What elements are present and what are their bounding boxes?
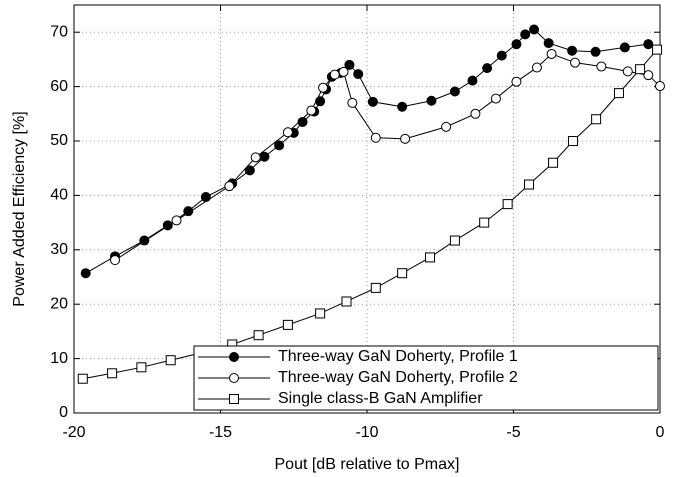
marker [643,70,654,81]
legend-marker [229,352,239,362]
series-line [114,53,661,261]
x-tick-label: -10 [355,424,378,441]
marker [590,46,601,57]
marker [367,96,378,107]
marker [200,192,211,203]
marker [282,319,293,330]
marker [652,44,663,55]
marker [353,69,364,80]
marker [511,76,522,87]
marker [315,308,326,319]
marker [643,39,654,50]
marker [531,62,542,73]
plot-frame [73,4,661,414]
marker [591,114,602,125]
marker [467,75,478,86]
marker [110,255,121,266]
marker [479,217,490,228]
legend-label: Three-way GaN Doherty, Profile 2 [278,369,518,386]
marker [424,252,435,263]
marker [567,45,578,56]
legend: Three-way GaN Doherty, Profile 1 Three-wa… [193,345,659,411]
y-tick-label: 70 [50,23,68,40]
marker [347,97,358,108]
y-tick-label: 20 [50,295,68,312]
x-tick-label: -15 [209,424,232,441]
x-tick-label: -20 [62,424,85,441]
legend-marker [229,394,239,404]
marker [306,105,317,116]
marker [524,179,535,190]
marker [297,116,308,127]
x-tick-label: 0 [656,424,665,441]
marker [622,66,633,77]
x-axis-label: Pout [dB relative to Pmax] [275,456,460,473]
marker [482,63,493,74]
y-tick-label: 30 [50,241,68,258]
legend-marker [229,373,239,383]
marker [282,127,293,138]
x-tick-label: -5 [506,424,520,441]
legend-label: Three-way GaN Doherty, Profile 1 [278,348,518,365]
marker [136,362,147,373]
marker [338,66,349,77]
marker [613,88,624,99]
marker [370,282,381,293]
marker [619,42,630,53]
marker [441,121,452,132]
marker [171,215,182,226]
y-axis-label: Power Added Efficiency [%] [11,111,28,306]
y-tick-label: 10 [50,350,68,367]
marker [244,165,255,176]
marker [183,206,194,217]
y-tick-label: 40 [50,187,68,204]
marker [107,368,118,379]
marker [400,133,411,144]
marker [165,355,176,366]
marker [250,152,261,163]
marker [511,39,522,50]
marker [77,373,88,384]
marker [344,59,355,70]
marker [655,81,665,92]
y-tick-label: 0 [59,404,68,421]
marker [370,132,381,143]
marker [567,136,578,146]
marker [543,38,554,49]
y-tick-label: 50 [50,132,68,149]
marker [520,29,531,40]
marker [570,57,581,68]
marker [596,61,607,72]
marker [496,50,507,61]
marker [397,101,408,112]
marker [635,64,646,75]
y-tick-label: 60 [50,78,68,95]
marker [329,69,340,80]
marker [259,151,270,162]
marker [529,24,540,35]
marker [253,330,264,341]
marker [318,82,329,93]
legend-box [193,345,659,411]
marker [449,86,460,97]
marker [274,140,285,151]
marker [548,157,559,168]
marker [449,235,460,246]
marker [341,296,352,307]
marker [502,199,513,210]
marker [470,108,481,119]
marker [490,93,501,104]
marker [546,48,557,59]
legend-label: Single class-B GaN Amplifier [278,390,483,407]
marker [315,96,326,107]
marker [426,95,437,106]
marker [80,268,91,279]
marker [397,268,408,279]
marker [224,181,235,192]
